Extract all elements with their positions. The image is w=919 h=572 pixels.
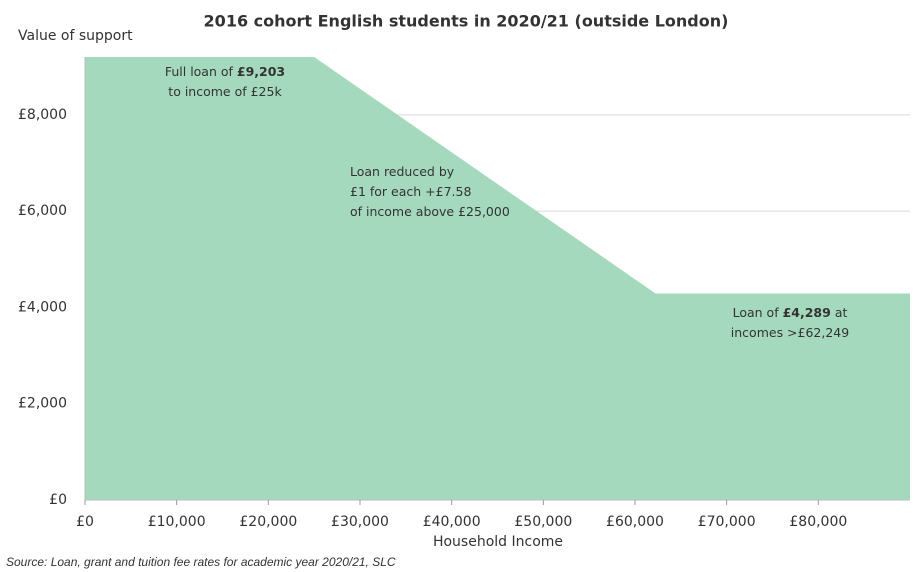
annotation-part: to income of £25k [168,84,282,99]
x-tick-label: £40,000 [423,514,481,530]
x-tick-label: £30,000 [331,514,389,530]
x-tick-label: £80,000 [789,514,847,530]
area [85,57,910,500]
x-tick-label: £10,000 [148,514,206,530]
x-axis-label: Household Income [433,534,563,550]
y-tick-label: £6,000 [18,203,67,219]
annotation-part: Full loan of [165,64,237,79]
annotation-part: at [831,305,848,320]
annotation: of income above £25,000 [350,204,510,219]
annotation-part: £9,203 [237,64,285,79]
y-tick-label: £8,000 [18,107,67,123]
chart-title: 2016 cohort English students in 2020/21 … [204,12,729,31]
y-axis-label: Value of support [18,28,133,44]
annotation-part: Loan of [733,305,783,320]
annotation: Loan of £4,289 at [733,305,848,320]
x-tick-label: £60,000 [606,514,664,530]
x-tick-label: £0 [76,514,94,530]
annotation: Full loan of £9,203 [165,64,285,79]
annotation: to income of £25k [168,84,282,99]
y-tick-label: £2,000 [18,396,67,412]
source-note: Source: Loan, grant and tuition fee rate… [6,555,396,569]
x-tick-label: £20,000 [239,514,297,530]
annotation: Loan reduced by [350,164,455,179]
y-tick-label: £4,000 [18,299,67,315]
annotation-part: incomes >£62,249 [731,325,849,340]
annotation: incomes >£62,249 [731,325,849,340]
x-tick-label: £50,000 [514,514,572,530]
annotation-part: of income above £25,000 [350,204,510,219]
annotation: £1 for each +£7.58 [350,184,471,199]
x-tick-label: £70,000 [698,514,756,530]
annotation-part: £4,289 [783,305,831,320]
annotation-part: Loan reduced by [350,164,455,179]
y-tick-label: £0 [49,492,67,508]
annotation-part: £1 for each +£7.58 [350,184,471,199]
